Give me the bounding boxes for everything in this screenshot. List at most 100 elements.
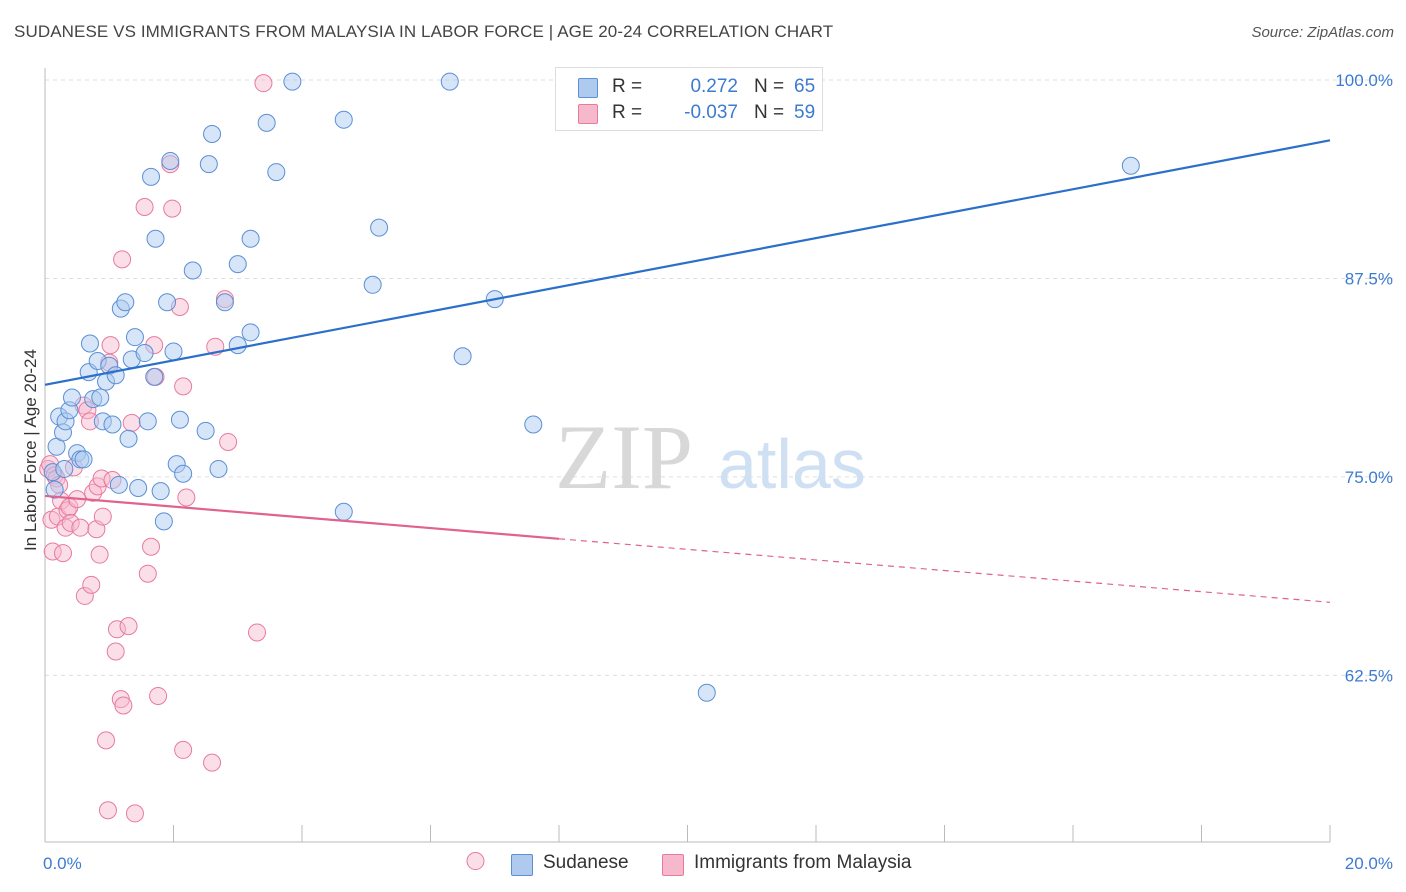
data-point-sudanese [138, 412, 157, 431]
data-point-malaysia [53, 544, 72, 563]
data-point-sudanese [199, 155, 218, 174]
data-point-malaysia [61, 513, 80, 532]
data-point-sudanese [129, 478, 148, 497]
data-point-malaysia [97, 731, 116, 750]
watermark-atlas: atlas [718, 425, 866, 503]
stats-legend: R = 0.272 N = 65 R = -0.037 N = 59 [555, 67, 823, 131]
data-point-malaysia [219, 432, 238, 451]
data-point-sudanese [62, 388, 81, 407]
y-axis-label-wrap: In Labor Force | Age 20-24 [16, 300, 40, 600]
data-point-sudanese [334, 110, 353, 129]
tick-labels: 62.5% 75.0% 87.5% 100.0% 0.0% 20.0% [43, 71, 1393, 873]
data-point-sudanese [135, 344, 154, 363]
data-point-malaysia [254, 74, 273, 93]
data-point-malaysia [248, 623, 267, 642]
data-point-malaysia [113, 250, 132, 269]
y-tick-label: 87.5% [1345, 269, 1393, 288]
y-tick-label: 100.0% [1335, 71, 1393, 90]
data-point-sudanese [164, 342, 183, 361]
data-point-sudanese [80, 334, 99, 353]
legend-n-value: 59 [794, 102, 816, 123]
data-point-malaysia [56, 518, 75, 537]
data-point-sudanese [174, 464, 193, 483]
data-point-sudanese [170, 410, 189, 429]
data-point-sudanese [151, 482, 170, 501]
legend-r-label: R = [612, 102, 643, 123]
data-point-malaysia [163, 199, 182, 218]
legend-swatch-pink [578, 104, 598, 124]
legend-r-value: -0.037 [684, 102, 738, 123]
data-point-sudanese [228, 336, 247, 355]
legend-swatch-malaysia [662, 854, 684, 876]
data-point-sudanese [1121, 156, 1140, 175]
data-point-sudanese [45, 480, 64, 499]
y-tick-label: 75.0% [1345, 468, 1393, 487]
data-point-sudanese [119, 429, 138, 448]
grid [45, 79, 1395, 676]
data-point-malaysia [149, 686, 168, 705]
trend-line-malaysia-extrapolated [558, 538, 1331, 603]
data-point-malaysia [142, 537, 161, 556]
data-point-sudanese [334, 502, 353, 521]
data-point-malaysia [101, 336, 120, 355]
data-point-sudanese [91, 388, 110, 407]
data-point-sudanese [103, 415, 122, 434]
data-point-sudanese [116, 293, 135, 312]
data-point-malaysia [106, 642, 125, 661]
data-point-sudanese [363, 275, 382, 294]
data-point-sudanese [55, 459, 74, 478]
trend-line-sudanese [44, 139, 1331, 386]
axes [44, 68, 1331, 843]
data-point-malaysia [114, 696, 133, 715]
legend-n-value: 65 [794, 76, 816, 97]
series-sudanese-points [43, 72, 1140, 702]
legend-label-malaysia: Immigrants from Malaysia [694, 852, 912, 873]
data-point-malaysia [174, 377, 193, 396]
data-point-malaysia [466, 852, 485, 871]
legend-n-label: N = [754, 76, 785, 97]
data-point-sudanese [241, 323, 260, 342]
data-point-sudanese [196, 421, 215, 440]
data-point-sudanese [209, 459, 228, 478]
legend-swatch-blue [578, 78, 598, 98]
data-point-malaysia [82, 575, 101, 594]
source-label: Source: ZipAtlas.com [1251, 24, 1394, 41]
data-point-sudanese [453, 347, 472, 366]
data-point-sudanese [145, 367, 164, 386]
legend-n-label: N = [754, 102, 785, 123]
data-point-sudanese [161, 151, 180, 170]
data-point-sudanese [370, 218, 389, 237]
watermark: ZIP atlas [555, 406, 866, 508]
data-point-malaysia [71, 518, 90, 537]
data-point-malaysia [75, 586, 94, 605]
data-point-malaysia [135, 198, 154, 216]
data-point-sudanese [283, 72, 302, 91]
data-point-malaysia [125, 804, 144, 823]
x-tick-label: 0.0% [43, 854, 82, 873]
data-point-sudanese [146, 229, 165, 248]
data-point-malaysia [98, 801, 117, 820]
legend-label-sudanese: Sudanese [543, 852, 629, 873]
data-point-malaysia [90, 545, 109, 564]
data-point-sudanese [267, 163, 286, 182]
data-point-sudanese [257, 113, 276, 132]
data-point-sudanese [524, 415, 543, 434]
y-axis-label: In Labor Force | Age 20-24 [21, 349, 40, 551]
data-point-malaysia [174, 740, 193, 759]
data-point-sudanese [697, 683, 716, 702]
trend-lines [44, 139, 1331, 603]
data-point-sudanese [158, 293, 177, 312]
data-point-sudanese [109, 475, 128, 494]
series-malaysia-points [39, 74, 485, 871]
trend-line-malaysia [44, 494, 560, 540]
data-point-sudanese [125, 328, 144, 347]
data-point-sudanese [203, 124, 222, 143]
data-point-sudanese [215, 293, 234, 312]
data-point-sudanese [183, 261, 202, 280]
data-point-malaysia [138, 564, 157, 583]
data-point-sudanese [440, 72, 459, 91]
data-point-sudanese [142, 167, 161, 186]
data-point-malaysia [203, 753, 222, 772]
legend-r-label: R = [612, 76, 643, 97]
